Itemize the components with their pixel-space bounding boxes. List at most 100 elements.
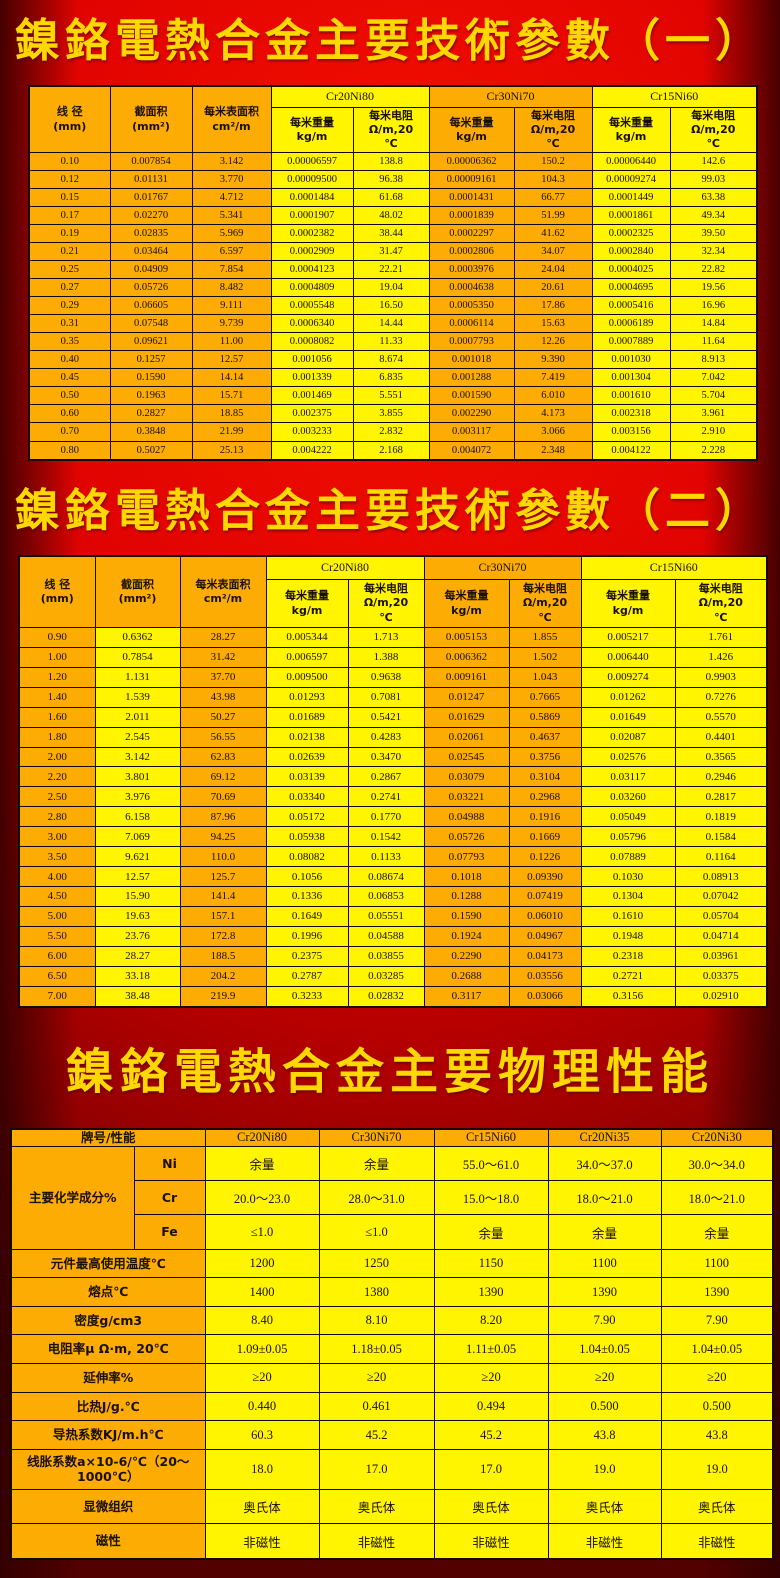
spec-cell: 0.35 xyxy=(28,332,111,352)
property-row: 密度g/cm3 8.40 8.10 8.20 7.90 7.90 xyxy=(10,1305,774,1336)
weight-per-meter-header: 每米重量 kg/m xyxy=(591,107,671,153)
spec-cell: 0.0002325 xyxy=(591,224,671,244)
property-value-cell: 7.90 xyxy=(547,1305,662,1336)
property-value-cell: 45.2 xyxy=(433,1420,549,1450)
chem-value-cell: 余量 xyxy=(547,1214,662,1250)
spec-row: 2.20 3.801 69.12 0.03139 0.2867 0.03079 0.3104… xyxy=(18,766,768,788)
property-row: 元件最高使用温度℃ 1200 1250 1150 1100 1100 xyxy=(10,1248,774,1279)
spec-cell: 104.3 xyxy=(513,170,593,190)
spec-cell: 1.713 xyxy=(347,627,425,648)
spec-cell: 0.04967 xyxy=(508,925,582,947)
page-title-params-1: 鎳鉻電熱合金主要技術參數（一） xyxy=(14,14,765,67)
spec-cell: 0.0001839 xyxy=(428,206,515,226)
spec-cell: 0.4283 xyxy=(347,726,425,748)
spec-cell: 14.44 xyxy=(352,314,430,334)
property-value-cell: ≥20 xyxy=(433,1363,549,1393)
spec-cell: 0.001590 xyxy=(428,386,515,406)
resistance-per-meter-header: 每米电阻 Ω/m,20 ℃ xyxy=(352,107,430,153)
spec-cell: 0.7854 xyxy=(94,646,181,668)
spec-cell: 5.551 xyxy=(352,386,430,406)
spec-cell: 0.01689 xyxy=(265,706,349,728)
spec-cell: 0.1916 xyxy=(508,806,582,828)
spec-cell: 16.96 xyxy=(669,296,758,316)
resistance-per-meter-header: 每米电阻 Ω/m,20 ℃ xyxy=(674,579,768,628)
spec-cell: 38.48 xyxy=(94,985,181,1008)
spec-cell: 0.1948 xyxy=(580,925,676,947)
spec-cell: 0.1164 xyxy=(674,846,768,868)
spec-cell: 9.739 xyxy=(191,314,272,334)
spec-cell: 1.60 xyxy=(18,706,96,728)
spec-row: 0.29 0.06605 9.111 0.0005548 16.50 0.0005350 1… xyxy=(28,296,758,316)
spec-cell: 0.1133 xyxy=(347,846,425,868)
spec-row: 4.50 15.90 141.4 0.1336 0.06853 0.1288 0.07419… xyxy=(18,885,768,907)
spec-cell: 0.0004809 xyxy=(270,278,354,298)
spec-cell: 110.0 xyxy=(179,846,267,868)
spec-cell: 0.01131 xyxy=(109,170,193,190)
weight-per-meter-header: 每米重量 kg/m xyxy=(265,579,349,628)
spec-cell: 11.64 xyxy=(669,332,758,352)
spec-cell: 1.539 xyxy=(94,686,181,708)
spec-row: 3.00 7.069 94.25 0.05938 0.1542 0.05726 0.1669… xyxy=(18,826,768,848)
chem-composition-row: Fe ≤1.0 ≤1.0 余量 余量 余量 xyxy=(11,1214,774,1250)
spec-cell: 188.5 xyxy=(179,945,267,967)
chem-value-cell: 15.0～18.0 xyxy=(433,1179,549,1216)
property-value-cell: 非磁性 xyxy=(660,1523,774,1560)
spec-cell: 0.2318 xyxy=(580,945,676,967)
property-label: 电阻率μ Ω·m, 20℃ xyxy=(10,1334,206,1365)
spec-cell: 4.50 xyxy=(18,885,96,907)
spec-cell: 0.03855 xyxy=(347,945,425,967)
spec-cell: 0.7276 xyxy=(674,686,768,708)
spec-cell: 0.4401 xyxy=(674,726,768,748)
alloy-group-header: Cr30Ni70 xyxy=(428,85,593,108)
spec-cell: 0.07548 xyxy=(109,314,193,334)
chem-value-cell: 余量 xyxy=(660,1214,774,1250)
property-value-cell: 1400 xyxy=(204,1277,320,1307)
property-value-cell: 非磁性 xyxy=(433,1523,549,1560)
spec-cell: 3.00 xyxy=(18,826,96,848)
property-value-cell: 43.8 xyxy=(547,1420,662,1450)
spec-cell: 4.00 xyxy=(18,866,96,887)
spec-cell: 0.03260 xyxy=(580,786,676,808)
property-value-cell: 0.500 xyxy=(547,1391,662,1422)
spec-cell: 0.04173 xyxy=(508,945,582,967)
property-value-cell: 19.0 xyxy=(660,1448,774,1490)
property-label: 延伸率% xyxy=(10,1363,206,1393)
spec-cell: 0.03117 xyxy=(580,766,676,788)
spec-cell: 41.62 xyxy=(513,224,593,244)
spec-cell: 0.06605 xyxy=(109,296,193,316)
resistance-per-meter-header: 每米电阻 Ω/m,20 ℃ xyxy=(347,579,425,628)
alloy-column-header: Cr20Ni80 xyxy=(204,1128,320,1147)
spec-cell: 0.04909 xyxy=(109,260,193,280)
chem-value-cell: 28.0～31.0 xyxy=(318,1179,435,1216)
property-value-cell: 17.0 xyxy=(318,1448,435,1490)
spec-cell: 6.50 xyxy=(18,965,96,987)
spec-cell: 0.4637 xyxy=(508,726,582,748)
spec-row: 0.70 0.3848 21.99 0.003233 2.832 0.003117 3.06… xyxy=(28,422,758,442)
spec-cell: 0.07889 xyxy=(580,846,676,868)
spec-cell: 0.03961 xyxy=(674,945,768,967)
spec-cell: 0.90 xyxy=(18,627,96,648)
spec-cell: 0.1924 xyxy=(423,925,510,947)
property-label: 元件最高使用温度℃ xyxy=(10,1248,206,1279)
spec-cell: 0.25 xyxy=(28,260,111,280)
spec-cell: 0.3156 xyxy=(580,985,676,1008)
spec-cell: 0.00009500 xyxy=(270,170,354,190)
spec-cell: 8.913 xyxy=(669,350,758,370)
spec-cell: 0.05551 xyxy=(347,905,425,927)
spec-cell: 3.50 xyxy=(18,846,96,868)
spec-cell: 3.770 xyxy=(191,170,272,190)
chem-value-cell: 30.0～34.0 xyxy=(660,1145,774,1182)
spec-cell: 0.45 xyxy=(28,368,111,388)
diameter-header: 线 径 (mm) xyxy=(28,85,111,153)
spec-cell: 8.674 xyxy=(352,350,430,370)
spec-row: 1.20 1.131 37.70 0.009500 0.9638 0.009161 1.04… xyxy=(18,666,768,688)
spec-cell: 39.50 xyxy=(669,224,758,244)
spec-cell: 48.02 xyxy=(352,206,430,226)
spec-row: 3.50 9.621 110.0 0.08082 0.1133 0.07793 0.1226… xyxy=(18,846,768,868)
spec-cell: 0.0006189 xyxy=(591,314,671,334)
spec-cell: 3.976 xyxy=(94,786,181,808)
spec-cell: 0.5570 xyxy=(674,706,768,728)
spec-cell: 0.5421 xyxy=(347,706,425,728)
chem-value-cell: 18.0～21.0 xyxy=(547,1179,662,1216)
property-label: 比热J/g.℃ xyxy=(10,1391,206,1422)
